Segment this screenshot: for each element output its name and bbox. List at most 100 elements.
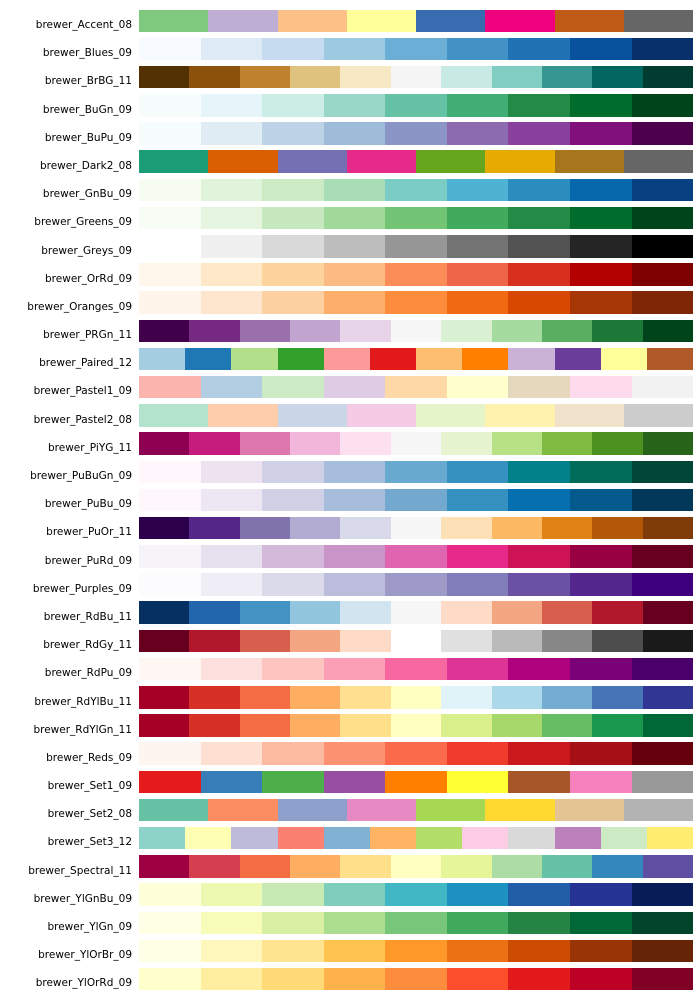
palette-row: brewer_GnBu_09 [0, 178, 694, 202]
color-swatch [139, 404, 209, 427]
palette-label: brewer_Pastel1_09 [33, 385, 132, 398]
color-swatch [189, 319, 240, 343]
palette-row: brewer_RdGy_11 [0, 629, 693, 653]
color-swatch [569, 291, 632, 314]
color-swatch [623, 798, 693, 822]
palette-row: brewer_RdPu_09 [0, 657, 694, 681]
color-swatch [446, 770, 509, 794]
color-swatch [139, 206, 201, 230]
color-swatch [385, 375, 447, 399]
color-swatch [592, 855, 643, 878]
color-swatch [569, 263, 632, 286]
palette-strip [139, 347, 694, 371]
color-swatch [200, 235, 263, 258]
color-swatch [139, 770, 201, 794]
color-swatch [631, 122, 694, 145]
color-swatch [446, 657, 509, 681]
palette-strip [139, 206, 694, 230]
color-swatch [385, 545, 447, 568]
color-swatch [446, 967, 509, 991]
color-swatch [508, 291, 570, 314]
palette-strip [139, 686, 693, 709]
palette-row: brewer_Dark2_08 [0, 150, 693, 173]
color-swatch [385, 488, 447, 512]
color-swatch [541, 855, 593, 878]
color-swatch [508, 37, 570, 61]
color-swatch [262, 37, 324, 61]
color-swatch [340, 65, 391, 89]
color-swatch [631, 657, 694, 681]
color-swatch [441, 855, 492, 878]
color-swatch [446, 545, 509, 568]
color-swatch [592, 601, 643, 624]
color-swatch [441, 601, 492, 624]
color-swatch [239, 516, 291, 540]
palette-strip [139, 37, 694, 61]
color-swatch [600, 347, 647, 371]
color-swatch [323, 178, 386, 202]
palette-label: brewer_RdBu_11 [43, 610, 132, 623]
color-swatch [491, 855, 542, 878]
color-swatch [390, 516, 442, 540]
color-swatch [631, 545, 694, 568]
color-swatch [323, 939, 386, 963]
palette-strip [139, 9, 693, 32]
palette-label: brewer_PuBuGn_09 [30, 470, 132, 482]
color-swatch [508, 742, 570, 765]
palette-strip [139, 516, 693, 540]
color-swatch [323, 291, 386, 314]
palette-strip [139, 573, 694, 596]
color-swatch [385, 967, 447, 991]
color-swatch [139, 573, 201, 596]
color-swatch [340, 855, 391, 878]
color-swatch [631, 235, 694, 258]
color-swatch [541, 714, 593, 737]
palette-row: brewer_Spectral_11 [0, 855, 693, 878]
palette-row: brewer_PuRd_09 [0, 545, 694, 568]
color-swatch [554, 404, 624, 427]
color-swatch [642, 686, 693, 709]
palette-label: brewer_YlOrRd_09 [35, 977, 132, 990]
color-swatch [508, 826, 555, 850]
color-swatch [569, 967, 632, 991]
color-swatch [323, 460, 386, 483]
color-swatch [592, 319, 643, 343]
color-swatch [491, 686, 542, 709]
palette-label: brewer_Spectral_11 [28, 864, 132, 877]
palette-row: brewer_Greys_09 [0, 235, 694, 258]
color-swatch [262, 178, 324, 202]
palette-label: brewer_BrBG_11 [44, 75, 132, 88]
color-swatch [323, 911, 386, 934]
palette-row: brewer_YlOrRd_09 [0, 967, 694, 991]
palette-strip [139, 235, 694, 258]
palette-label: brewer_Set3_12 [47, 836, 132, 849]
color-swatch [554, 150, 624, 173]
color-swatch [508, 939, 570, 963]
color-swatch [323, 206, 386, 230]
color-swatch [262, 939, 324, 963]
color-swatch [189, 432, 240, 455]
color-swatch [541, 516, 593, 540]
color-swatch [508, 178, 570, 202]
color-swatch [139, 939, 201, 963]
color-swatch [340, 686, 391, 709]
palette-row: brewer_Paired_12 [0, 347, 694, 371]
palette-strip [139, 629, 693, 653]
color-swatch [290, 65, 341, 89]
palette-row: brewer_PuOr_11 [0, 516, 693, 540]
palette-label: brewer_BuPu_09 [44, 131, 132, 144]
color-swatch [569, 94, 632, 117]
color-swatch [446, 911, 509, 934]
color-swatch [446, 742, 509, 765]
palette-label: brewer_RdYlGn_11 [33, 723, 132, 736]
color-swatch [416, 798, 486, 822]
color-swatch [139, 826, 186, 850]
color-swatch [446, 573, 509, 596]
color-swatch [554, 826, 601, 850]
color-swatch [485, 9, 555, 32]
color-swatch [208, 9, 278, 32]
color-swatch [446, 94, 509, 117]
color-swatch [290, 516, 341, 540]
palette-strip [139, 488, 694, 512]
color-swatch [508, 883, 570, 906]
